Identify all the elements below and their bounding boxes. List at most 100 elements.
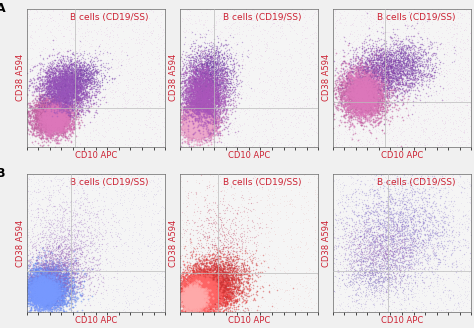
Point: [226, 90, 234, 95]
Point: [182, 285, 190, 290]
Point: [188, 296, 195, 301]
Point: [220, 293, 228, 298]
Point: [48, 297, 56, 303]
Point: [198, 123, 206, 128]
Point: [195, 126, 202, 132]
Point: [30, 297, 37, 303]
Point: [203, 87, 211, 92]
Point: [196, 100, 204, 106]
Point: [212, 297, 220, 302]
Point: [46, 292, 54, 297]
Point: [197, 296, 204, 301]
Point: [383, 261, 391, 266]
Point: [61, 91, 68, 96]
Point: [193, 132, 201, 137]
Point: [233, 243, 240, 248]
Point: [358, 95, 365, 100]
Point: [403, 207, 411, 212]
Point: [209, 120, 217, 126]
Point: [189, 119, 197, 125]
Point: [203, 284, 210, 289]
Point: [42, 281, 49, 287]
Point: [43, 296, 51, 301]
Point: [253, 262, 261, 268]
Point: [27, 105, 34, 110]
Point: [205, 259, 213, 264]
Point: [30, 298, 37, 304]
Point: [45, 272, 53, 277]
Point: [197, 125, 205, 131]
Point: [360, 87, 367, 92]
Point: [192, 121, 200, 126]
Point: [356, 99, 364, 104]
Point: [271, 70, 278, 75]
Point: [200, 113, 208, 118]
Point: [373, 57, 380, 62]
Point: [406, 61, 414, 66]
Point: [37, 125, 45, 130]
Point: [61, 288, 69, 293]
Point: [55, 117, 63, 122]
Point: [368, 237, 376, 242]
Point: [422, 57, 429, 62]
Point: [35, 280, 42, 286]
Point: [45, 297, 53, 302]
Point: [61, 279, 69, 285]
Point: [188, 128, 196, 133]
Point: [53, 117, 61, 122]
Point: [197, 301, 204, 307]
Point: [67, 284, 75, 289]
Point: [202, 291, 210, 296]
Point: [202, 124, 210, 129]
Point: [435, 140, 442, 145]
Point: [182, 96, 189, 101]
Point: [182, 294, 189, 299]
Point: [203, 290, 210, 296]
Point: [359, 83, 367, 88]
Point: [200, 136, 208, 142]
Point: [430, 293, 438, 298]
Point: [196, 119, 203, 124]
Point: [194, 293, 202, 298]
Point: [51, 203, 58, 209]
Point: [201, 48, 208, 53]
Point: [43, 289, 50, 294]
Point: [56, 253, 64, 258]
Point: [57, 270, 65, 276]
Point: [60, 283, 68, 289]
Point: [203, 77, 210, 82]
Point: [212, 110, 220, 115]
Point: [195, 116, 202, 121]
Point: [47, 122, 55, 128]
Point: [391, 199, 398, 205]
Point: [197, 130, 204, 135]
Point: [40, 64, 47, 69]
Point: [209, 102, 216, 107]
Point: [384, 82, 392, 87]
Point: [345, 95, 353, 100]
Point: [211, 292, 219, 297]
Point: [354, 297, 362, 302]
Point: [51, 289, 58, 294]
Point: [182, 107, 190, 112]
Point: [43, 295, 51, 300]
Point: [208, 113, 215, 118]
Point: [191, 300, 198, 305]
Point: [204, 119, 212, 124]
Point: [96, 255, 104, 260]
Point: [407, 185, 414, 190]
Point: [122, 61, 129, 66]
Point: [41, 82, 48, 88]
Point: [401, 50, 409, 55]
Point: [216, 60, 223, 65]
Point: [25, 285, 33, 291]
Point: [184, 292, 191, 297]
Point: [306, 233, 313, 238]
Point: [37, 113, 45, 118]
Point: [195, 284, 203, 290]
Point: [191, 120, 199, 126]
Point: [185, 115, 193, 120]
Point: [52, 125, 59, 130]
Point: [45, 126, 53, 131]
Point: [205, 92, 212, 97]
